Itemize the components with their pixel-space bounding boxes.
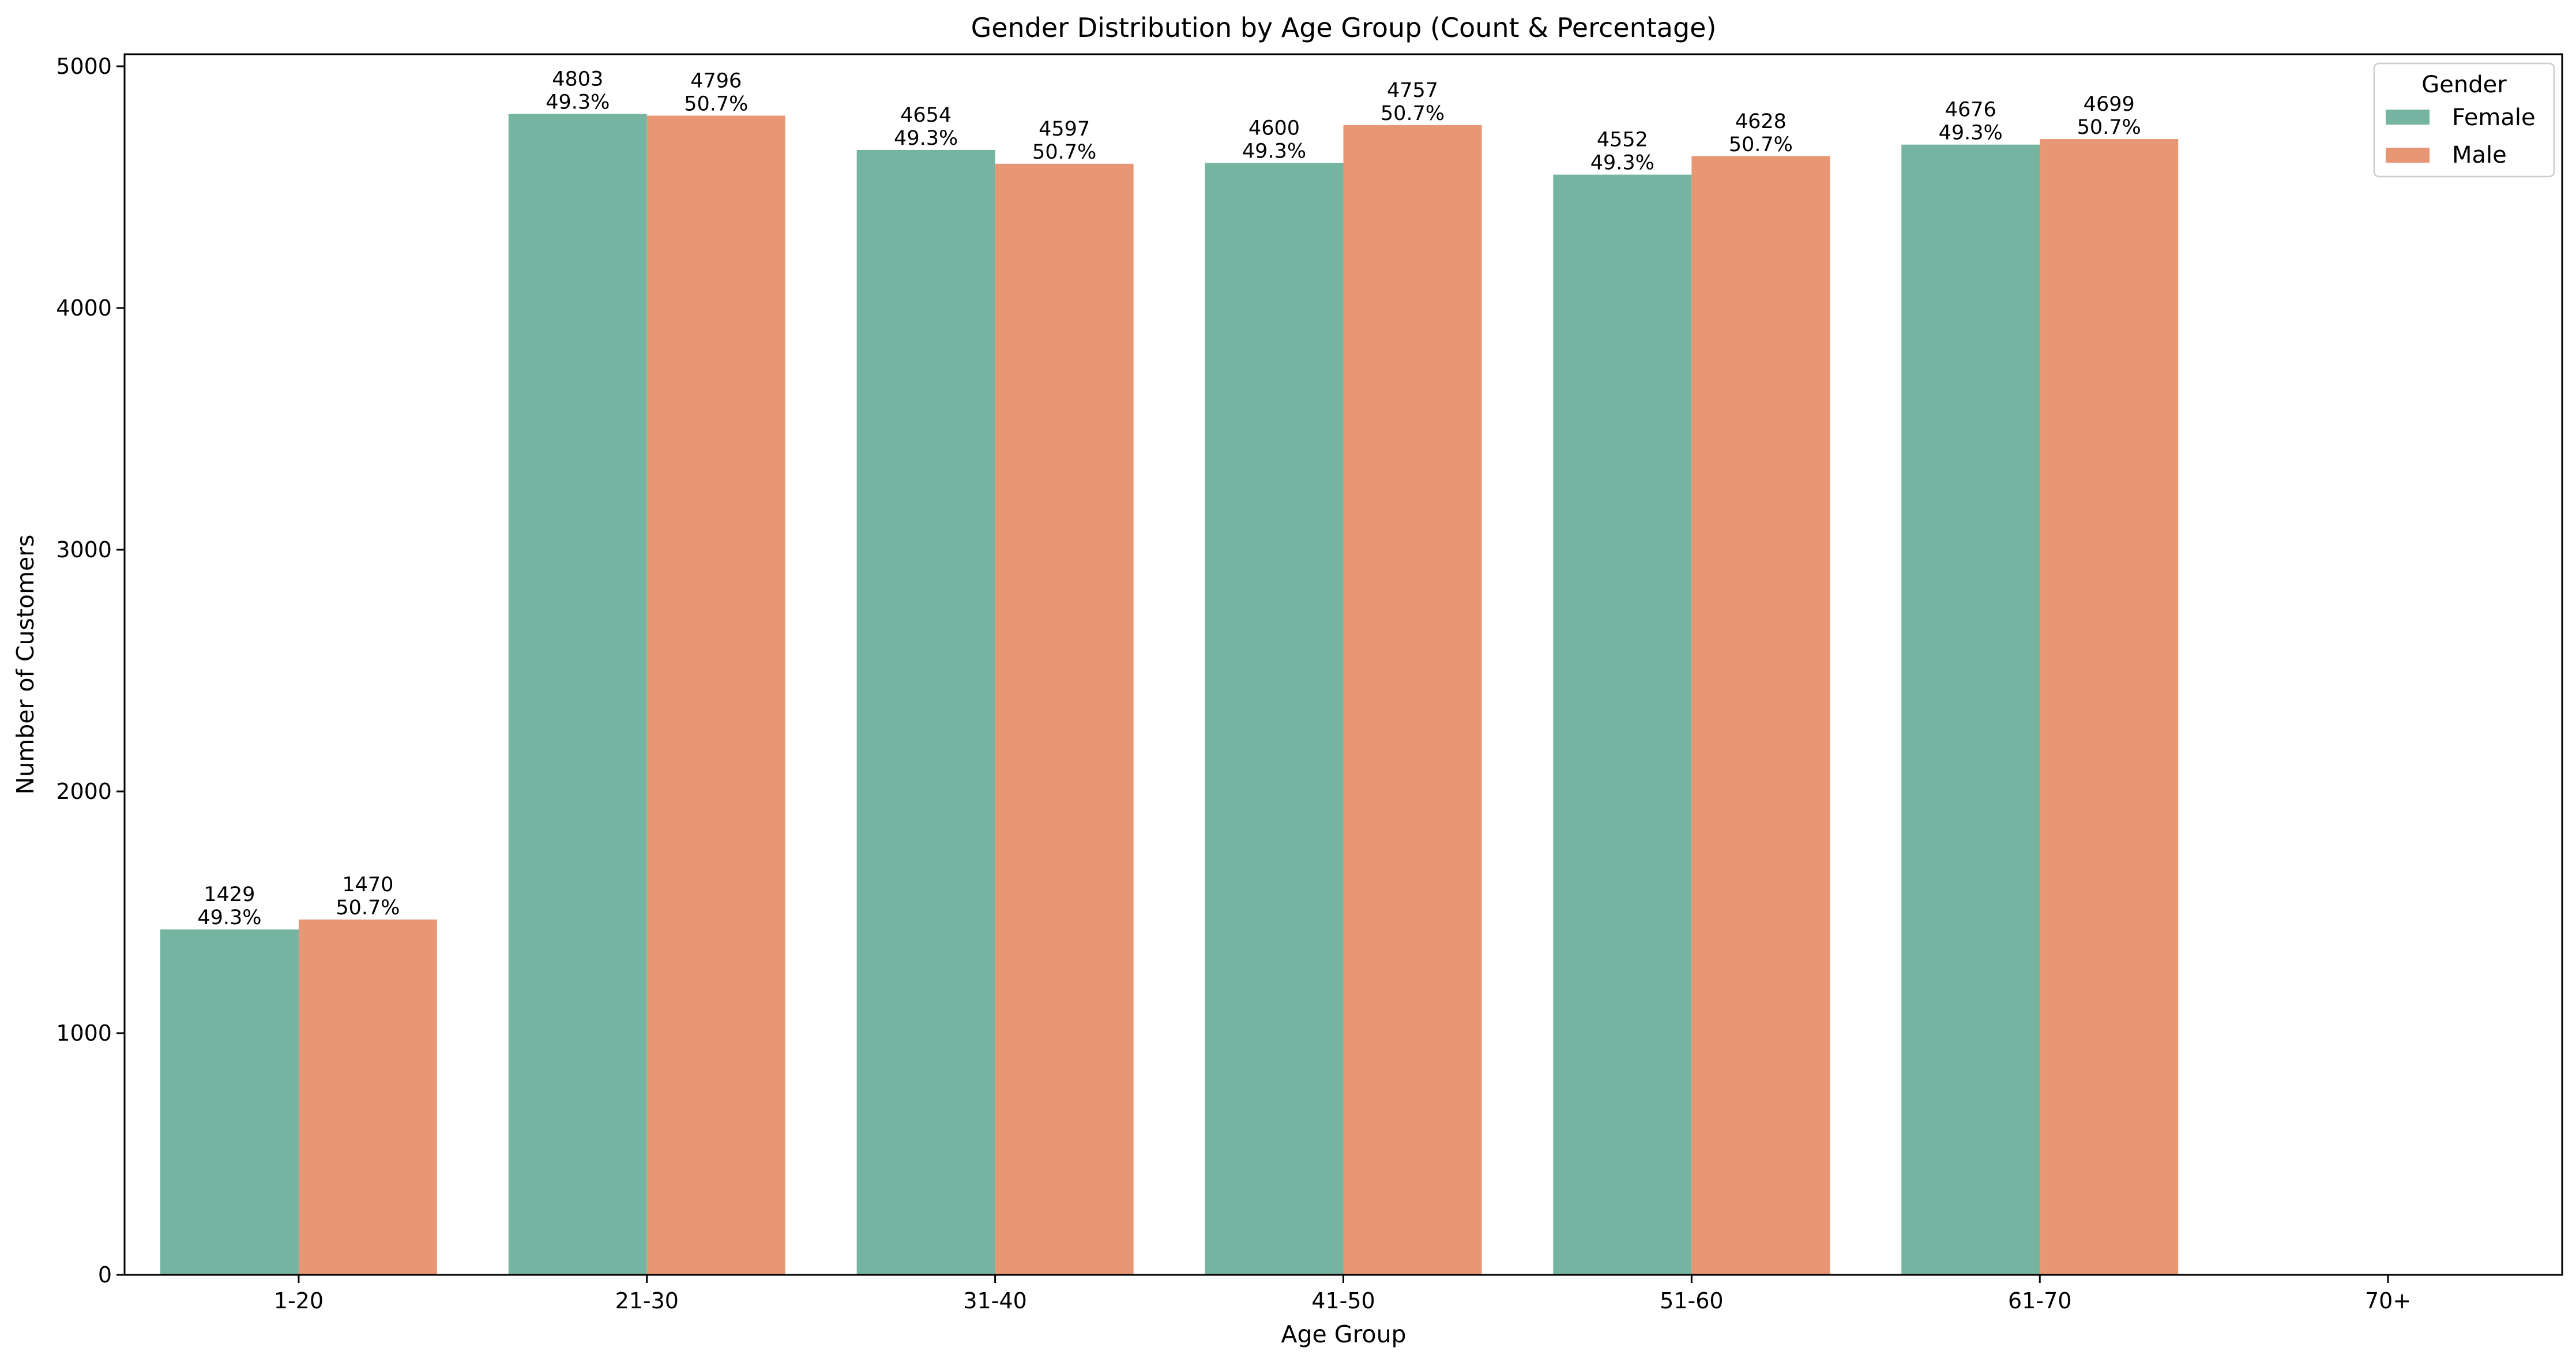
data-label-female: 1429 49.3% xyxy=(197,883,261,929)
y-tick-label: 5000 xyxy=(56,54,112,79)
y-tick-label: 0 xyxy=(98,1262,112,1288)
data-label-female: 4552 49.3% xyxy=(1590,129,1654,175)
y-tick-label: 2000 xyxy=(56,779,112,804)
data-label-male: 4757 50.7% xyxy=(1381,79,1445,125)
bar-male xyxy=(298,920,437,1275)
y-tick-label: 3000 xyxy=(56,537,112,562)
x-axis-label: Age Group xyxy=(1281,1320,1406,1348)
y-tick-label: 4000 xyxy=(56,295,112,321)
x-tick-label: 31-40 xyxy=(963,1288,1026,1314)
legend-label-male: Male xyxy=(2452,142,2507,168)
data-label-male: 4628 50.7% xyxy=(1729,110,1793,156)
legend-swatch-male xyxy=(2386,148,2430,163)
data-label-female: 4803 49.3% xyxy=(546,67,610,114)
data-label-female: 4654 49.3% xyxy=(894,104,958,150)
y-tick-label: 1000 xyxy=(56,1020,112,1046)
bar-male xyxy=(995,163,1134,1275)
legend: Gender Female Male xyxy=(2373,62,2555,178)
y-axis-label: Number of Customers xyxy=(12,535,39,795)
chart-title: Gender Distribution by Age Group (Count … xyxy=(971,12,1717,43)
bar-female xyxy=(856,149,995,1275)
data-label-male: 4796 50.7% xyxy=(684,69,748,115)
legend-swatch-female xyxy=(2386,110,2430,125)
bar-female xyxy=(160,929,299,1275)
data-label-male: 1470 50.7% xyxy=(336,873,400,920)
x-tick-label: 41-50 xyxy=(1311,1288,1375,1314)
x-tick-label: 1-20 xyxy=(274,1288,324,1314)
data-label-male: 4699 50.7% xyxy=(2077,93,2141,139)
x-tick-label: 70+ xyxy=(2365,1288,2411,1314)
legend-label-female: Female xyxy=(2452,104,2536,131)
data-label-female: 4600 49.3% xyxy=(1242,117,1306,163)
bar-male xyxy=(646,115,785,1275)
legend-title: Gender xyxy=(2421,72,2507,98)
x-tick-label: 51-60 xyxy=(1660,1288,1723,1314)
plot-frame xyxy=(123,53,2563,1276)
bar-female xyxy=(1553,174,1692,1275)
data-label-female: 4676 49.3% xyxy=(1939,99,2003,145)
plot-area: 0 1000 2000 3000 4000 5000 1-20 21-30 31-40 41-50… xyxy=(56,54,2411,1314)
bar-male xyxy=(1343,125,1482,1275)
data-label-male: 4597 50.7% xyxy=(1032,118,1096,164)
bar-female xyxy=(1205,163,1344,1275)
x-tick-label: 21-30 xyxy=(615,1288,679,1314)
bar-male xyxy=(2040,139,2179,1275)
bar-male xyxy=(1691,156,1830,1275)
bar-female xyxy=(1901,144,2040,1275)
bar-female xyxy=(508,114,647,1275)
x-tick-label: 61-70 xyxy=(2008,1288,2071,1314)
